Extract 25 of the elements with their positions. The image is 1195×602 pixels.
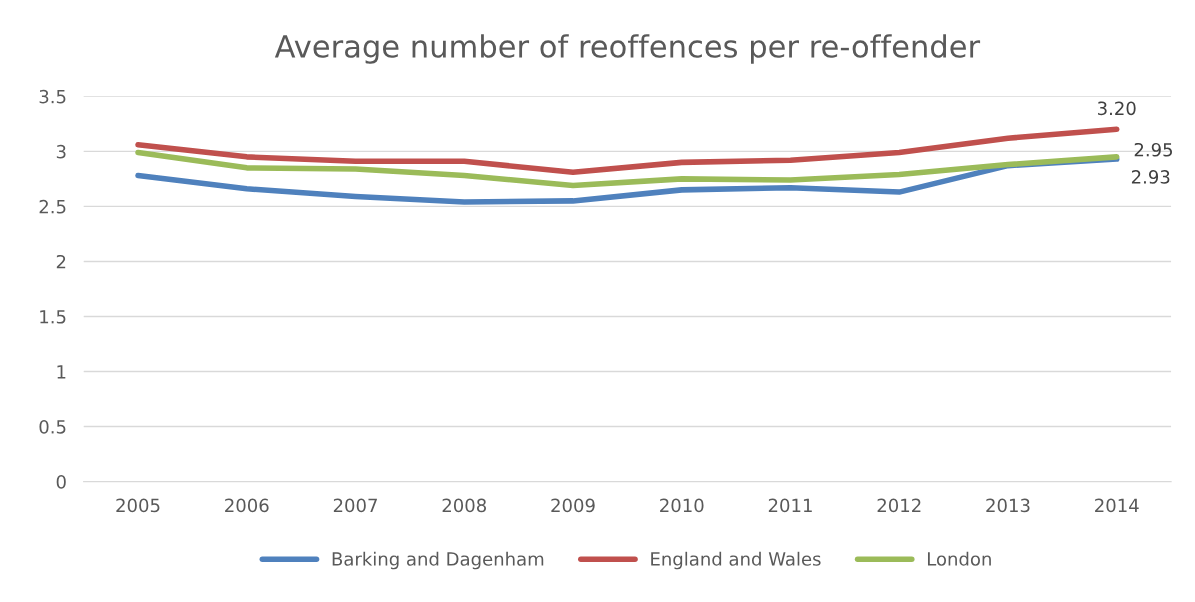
x-tick-label: 2007 bbox=[333, 498, 377, 513]
data-label: 3.20 bbox=[1098, 101, 1136, 116]
legend-label: London bbox=[927, 551, 991, 566]
x-tick-label: 2014 bbox=[1095, 498, 1139, 513]
x-tick-label: 2009 bbox=[551, 498, 595, 513]
x-tick-label: 2006 bbox=[225, 498, 269, 513]
y-tick-label: 3.5 bbox=[39, 89, 66, 104]
y-tick-label: 2 bbox=[56, 254, 66, 269]
y-tick-label: 3 bbox=[56, 144, 66, 159]
legend-label: Barking and Dagenham bbox=[332, 551, 544, 570]
y-tick-label: 2.5 bbox=[39, 199, 66, 214]
y-tick-label: 0.5 bbox=[39, 420, 66, 434]
x-tick-label: 2010 bbox=[660, 498, 704, 513]
x-tick-label: 2005 bbox=[116, 498, 160, 513]
data-label: 2.95 bbox=[1134, 142, 1173, 157]
y-tick-label: 1 bbox=[57, 365, 66, 379]
x-tick-label: 2012 bbox=[877, 498, 921, 513]
legend-label: England and Wales bbox=[651, 551, 821, 570]
x-tick-label: 2008 bbox=[442, 498, 486, 513]
x-tick-label: 2013 bbox=[986, 498, 1030, 513]
x-tick-label: 2011 bbox=[768, 498, 812, 513]
chart-title: Average number of reoffences per re-offender bbox=[274, 34, 981, 64]
y-tick-label: 0 bbox=[56, 475, 66, 489]
y-tick-label: 1.5 bbox=[40, 310, 66, 324]
data-label: 2.93 bbox=[1131, 170, 1170, 184]
